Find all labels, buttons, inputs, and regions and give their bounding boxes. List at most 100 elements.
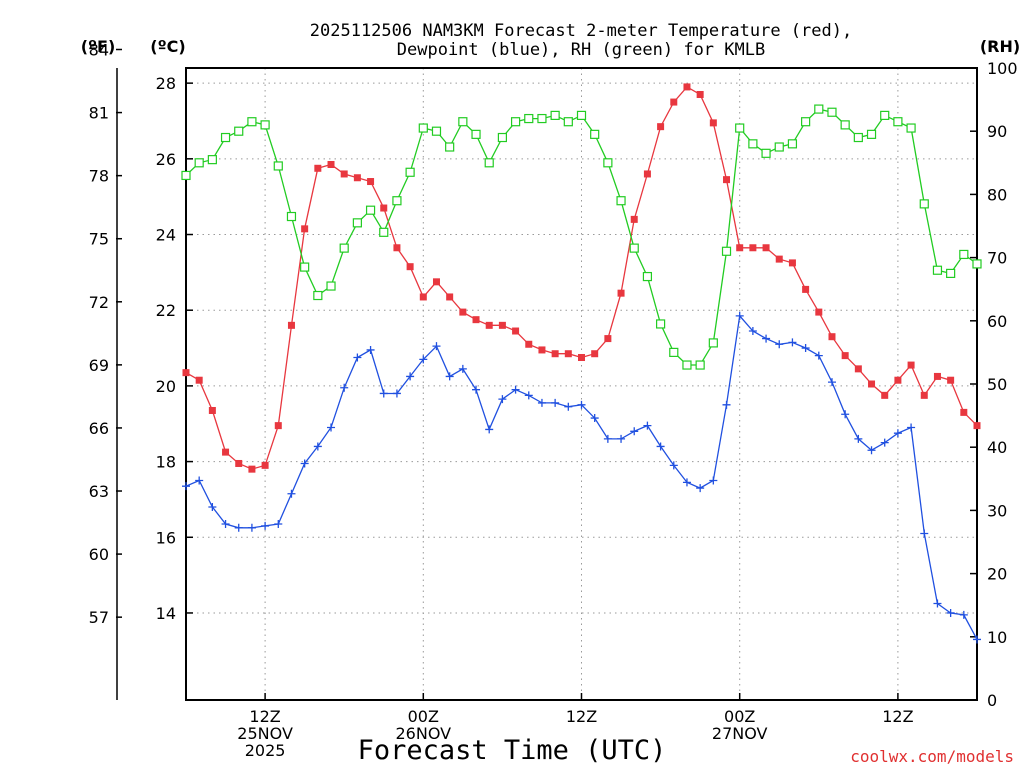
dewpoint-point	[867, 446, 876, 455]
relative-humidity-point	[458, 117, 468, 127]
dewpoint-point	[432, 342, 441, 351]
2-meter-temperature-point	[406, 263, 414, 271]
2-meter-temperature-point	[235, 459, 243, 467]
relative-humidity-point	[919, 199, 929, 209]
x-tick-label: 26NOV	[396, 724, 452, 743]
dewpoint-point	[814, 351, 823, 360]
2-meter-temperature-point	[657, 123, 665, 131]
2-meter-temperature-point	[327, 161, 335, 169]
relative-humidity-point	[827, 107, 837, 117]
dewpoint-point	[682, 478, 691, 487]
dewpoint-point	[498, 395, 507, 404]
dewpoint-point	[353, 353, 362, 362]
dewpoint-point	[564, 402, 573, 411]
2-meter-temperature-point	[973, 422, 981, 430]
fahrenheit-unit-label: (ºF)	[81, 37, 116, 56]
x-tick-label: 12Z	[566, 707, 597, 726]
relative-humidity-point	[946, 268, 956, 278]
dewpoint-point	[247, 523, 256, 532]
celsius-tick-label: 20	[156, 377, 176, 396]
dewpoint-point	[841, 410, 850, 419]
rh-tick-label: 100	[987, 59, 1018, 78]
2-meter-temperature-point	[709, 119, 717, 127]
2-meter-temperature-point	[551, 350, 559, 358]
rh-tick-label: 80	[987, 185, 1007, 204]
2-meter-temperature-point	[538, 346, 546, 354]
rh-tick-label: 60	[987, 312, 1007, 331]
dewpoint-point	[458, 364, 467, 373]
dewpoint-point	[379, 389, 388, 398]
fahrenheit-tick-label: 66	[89, 419, 109, 438]
dewpoint-point	[880, 438, 889, 447]
relative-humidity-point	[629, 243, 639, 253]
2-meter-temperature-point	[696, 90, 704, 98]
2-meter-temperature-point	[472, 316, 480, 324]
relative-humidity-point	[220, 132, 231, 143]
dewpoint-point	[406, 372, 415, 381]
fahrenheit-tick-label: 72	[89, 293, 109, 312]
2-meter-temperature-point	[222, 448, 230, 456]
relative-humidity-point	[866, 129, 877, 139]
2-meter-temperature-point	[749, 244, 757, 252]
chart-title-line1: 2025112506 NAM3KM Forecast 2-meter Tempe…	[310, 21, 852, 41]
dewpoint-point	[366, 345, 375, 354]
2-meter-temperature-point	[578, 354, 585, 362]
dewpoint-point	[274, 520, 283, 529]
dewpoint-point	[775, 340, 784, 349]
2-meter-temperature-point	[274, 422, 282, 430]
relative-humidity-point	[326, 281, 336, 291]
relative-humidity-point	[181, 170, 191, 181]
2-meter-temperature-point	[208, 406, 216, 414]
relative-humidity-point	[748, 139, 758, 149]
2-meter-temperature-point	[617, 289, 625, 297]
dewpoint-point	[392, 389, 401, 398]
rh-unit-label: (RH)	[980, 37, 1020, 56]
rh-tick-label: 30	[987, 501, 1007, 520]
relative-humidity-point	[932, 265, 943, 275]
dewpoint-point	[313, 442, 322, 451]
relative-humidity-point	[906, 123, 916, 133]
relative-humidity-point	[787, 139, 798, 149]
celsius-tick-label: 14	[156, 604, 176, 623]
celsius-tick-label: 28	[156, 74, 176, 93]
2-meter-temperature-point	[261, 461, 269, 469]
dewpoint-point	[551, 398, 560, 407]
series-layer	[181, 83, 982, 644]
2-meter-temperature-point	[802, 285, 810, 293]
2-meter-temperature-point	[643, 170, 651, 178]
2-meter-temperature-point	[788, 259, 796, 267]
2-meter-temperature-point	[736, 244, 744, 252]
relative-humidity-point	[524, 113, 534, 124]
2-meter-temperature-point	[367, 178, 375, 186]
x-tick-label: 27NOV	[712, 724, 768, 743]
dewpoint-point	[920, 529, 929, 538]
relative-humidity-point	[418, 123, 428, 133]
x-tick-label: 12Z	[249, 707, 280, 726]
relative-humidity-point	[708, 338, 718, 348]
relative-humidity-point	[471, 129, 481, 139]
dewpoint-point	[472, 385, 481, 394]
2-meter-temperature-point	[314, 164, 322, 172]
x-tick-label: 2025	[245, 741, 286, 760]
2-meter-temperature-point	[723, 176, 731, 184]
relative-humidity-point	[260, 120, 270, 130]
gridlines	[186, 68, 977, 700]
relative-humidity-point	[972, 259, 982, 269]
relative-humidity-point	[497, 132, 507, 143]
rh-tick-label: 40	[987, 438, 1007, 457]
relative-humidity-point	[365, 205, 376, 215]
dewpoint-point	[735, 311, 744, 320]
relative-humidity-point	[313, 290, 323, 301]
rh-tick-label: 20	[987, 565, 1007, 584]
relative-humidity-point	[510, 117, 521, 127]
relative-humidity-point	[840, 120, 850, 130]
2-meter-temperature-point	[446, 293, 454, 301]
dewpoint-point	[445, 372, 454, 381]
relative-humidity-point	[379, 227, 389, 237]
2-meter-temperature-point	[907, 361, 915, 369]
2-meter-temperature-point	[828, 333, 836, 341]
relative-humidity-point	[695, 360, 705, 370]
2-meter-temperature-point	[419, 293, 427, 301]
